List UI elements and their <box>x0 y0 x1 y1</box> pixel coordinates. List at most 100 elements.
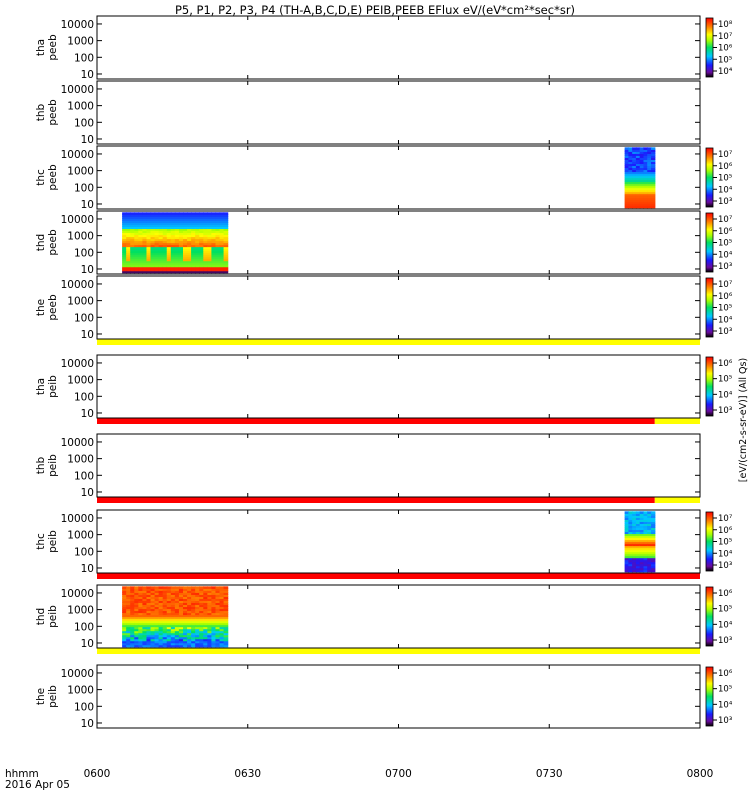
colorbar-tick-label: 10⁷ <box>718 150 733 160</box>
spectrum-cell <box>174 222 180 225</box>
spectrum-cell <box>635 511 641 514</box>
spectrum-cell <box>195 588 200 591</box>
spectrum-cell <box>195 270 200 274</box>
spectrum-cell <box>158 216 164 219</box>
spectrum-cell <box>150 616 156 620</box>
spectrum-cell <box>178 242 184 246</box>
spectrum-cell <box>146 630 152 634</box>
spectrum-cell <box>158 246 164 250</box>
spectrum-cell <box>166 216 172 219</box>
spectrum-cell <box>142 632 148 636</box>
spectrum-cell <box>211 642 217 646</box>
spectrum-cell <box>632 543 637 547</box>
spectrum-cell <box>130 244 135 248</box>
spectrum-cell <box>632 549 637 553</box>
spectrum-cell <box>199 222 204 225</box>
spectrum-cell <box>154 602 160 606</box>
spectrum-cell <box>223 610 229 614</box>
spectrum-cell <box>195 620 200 624</box>
spectrum-cell <box>178 236 184 240</box>
spectrum-cell <box>215 230 221 234</box>
spectrum-cell <box>207 622 213 626</box>
spectrum-cell <box>178 608 184 612</box>
spectrum-cell <box>142 212 148 215</box>
spectrum-cell <box>191 632 196 636</box>
spectrum-cell <box>632 569 637 573</box>
spectrum-cell <box>647 513 652 516</box>
spectrum-cell <box>207 644 213 648</box>
spectrum-cell <box>191 612 196 616</box>
spectrum-cell <box>122 232 127 236</box>
spectrum-cell <box>146 638 152 642</box>
spectrum-cell <box>635 193 641 197</box>
spectrum-cell <box>134 606 139 610</box>
spectrum-cell <box>154 260 160 264</box>
spectrum-cell <box>223 248 229 252</box>
spectrum-cell <box>207 250 213 254</box>
spectrum-cell <box>223 232 229 236</box>
spectrum-cell <box>199 266 204 270</box>
spectrum-cell <box>215 612 221 616</box>
spectrum-cell <box>146 604 152 608</box>
spectrum-cell <box>624 557 629 561</box>
spectrum-cell <box>635 183 641 187</box>
spectrum-cell <box>122 230 127 234</box>
spectrum-cell <box>635 161 641 165</box>
spectrum-cell <box>643 535 648 539</box>
spectrum-cell <box>134 624 139 628</box>
spectrum-cell <box>178 606 184 610</box>
spectrum-cell <box>150 640 156 644</box>
spectrum-cell <box>134 252 139 256</box>
spectrum-cell <box>126 258 131 262</box>
spectrum-cell <box>223 254 229 258</box>
spectrum-cell <box>162 616 168 620</box>
spectrum-cell <box>632 181 637 185</box>
spectrum-cell <box>183 240 188 244</box>
spectrum-cell <box>138 270 144 274</box>
spectrum-cell <box>122 212 127 215</box>
spectrum-cell <box>207 640 213 644</box>
spectrum-cell <box>624 551 629 555</box>
spectrum-cell <box>632 517 637 520</box>
spectrum-cell <box>166 594 172 597</box>
spectrum-cell <box>162 588 168 591</box>
spectrum-cell <box>130 218 135 221</box>
spectrum-cell <box>142 258 148 262</box>
spectrum-cell <box>126 614 131 618</box>
spectrum-cell <box>632 565 637 569</box>
spectrum-cell <box>138 600 144 604</box>
panel-ylabel: thcpeib <box>35 530 59 553</box>
spectrum-cell <box>635 555 641 559</box>
spectrum-cell <box>150 618 156 622</box>
spectrum-cell <box>134 216 139 219</box>
spectrum-cell <box>154 270 160 274</box>
spectrum-cell <box>130 264 135 268</box>
spectrum-cell <box>166 238 172 242</box>
spectrum-cell <box>158 594 164 597</box>
spectrum-cell <box>191 244 196 248</box>
spectrum-cell <box>215 640 221 644</box>
spectrum-cell <box>195 256 200 260</box>
spectrum-cell <box>150 588 156 591</box>
spectrum-cell <box>651 559 656 563</box>
spectrum-cell <box>142 604 148 608</box>
spectrum-cell <box>651 199 656 203</box>
spectrum-cell <box>211 238 217 242</box>
spectrum-cell <box>628 533 633 537</box>
spectrum-cell <box>643 529 648 533</box>
spectrum-cell <box>154 228 160 232</box>
spectrum-cell <box>158 252 164 256</box>
spectrum-cell <box>170 604 176 608</box>
spectrum-cell <box>178 228 184 232</box>
spectrum-cell <box>191 234 196 238</box>
spectrum-cell <box>215 638 221 642</box>
spectrum-cell <box>632 521 637 524</box>
colorbar-scale <box>705 147 714 208</box>
spectrum-cell <box>647 545 652 549</box>
spectrum-cell <box>183 634 188 638</box>
spectrum-cell <box>195 600 200 604</box>
spectrum-cell <box>639 157 645 160</box>
spectrum-cell <box>126 604 131 608</box>
